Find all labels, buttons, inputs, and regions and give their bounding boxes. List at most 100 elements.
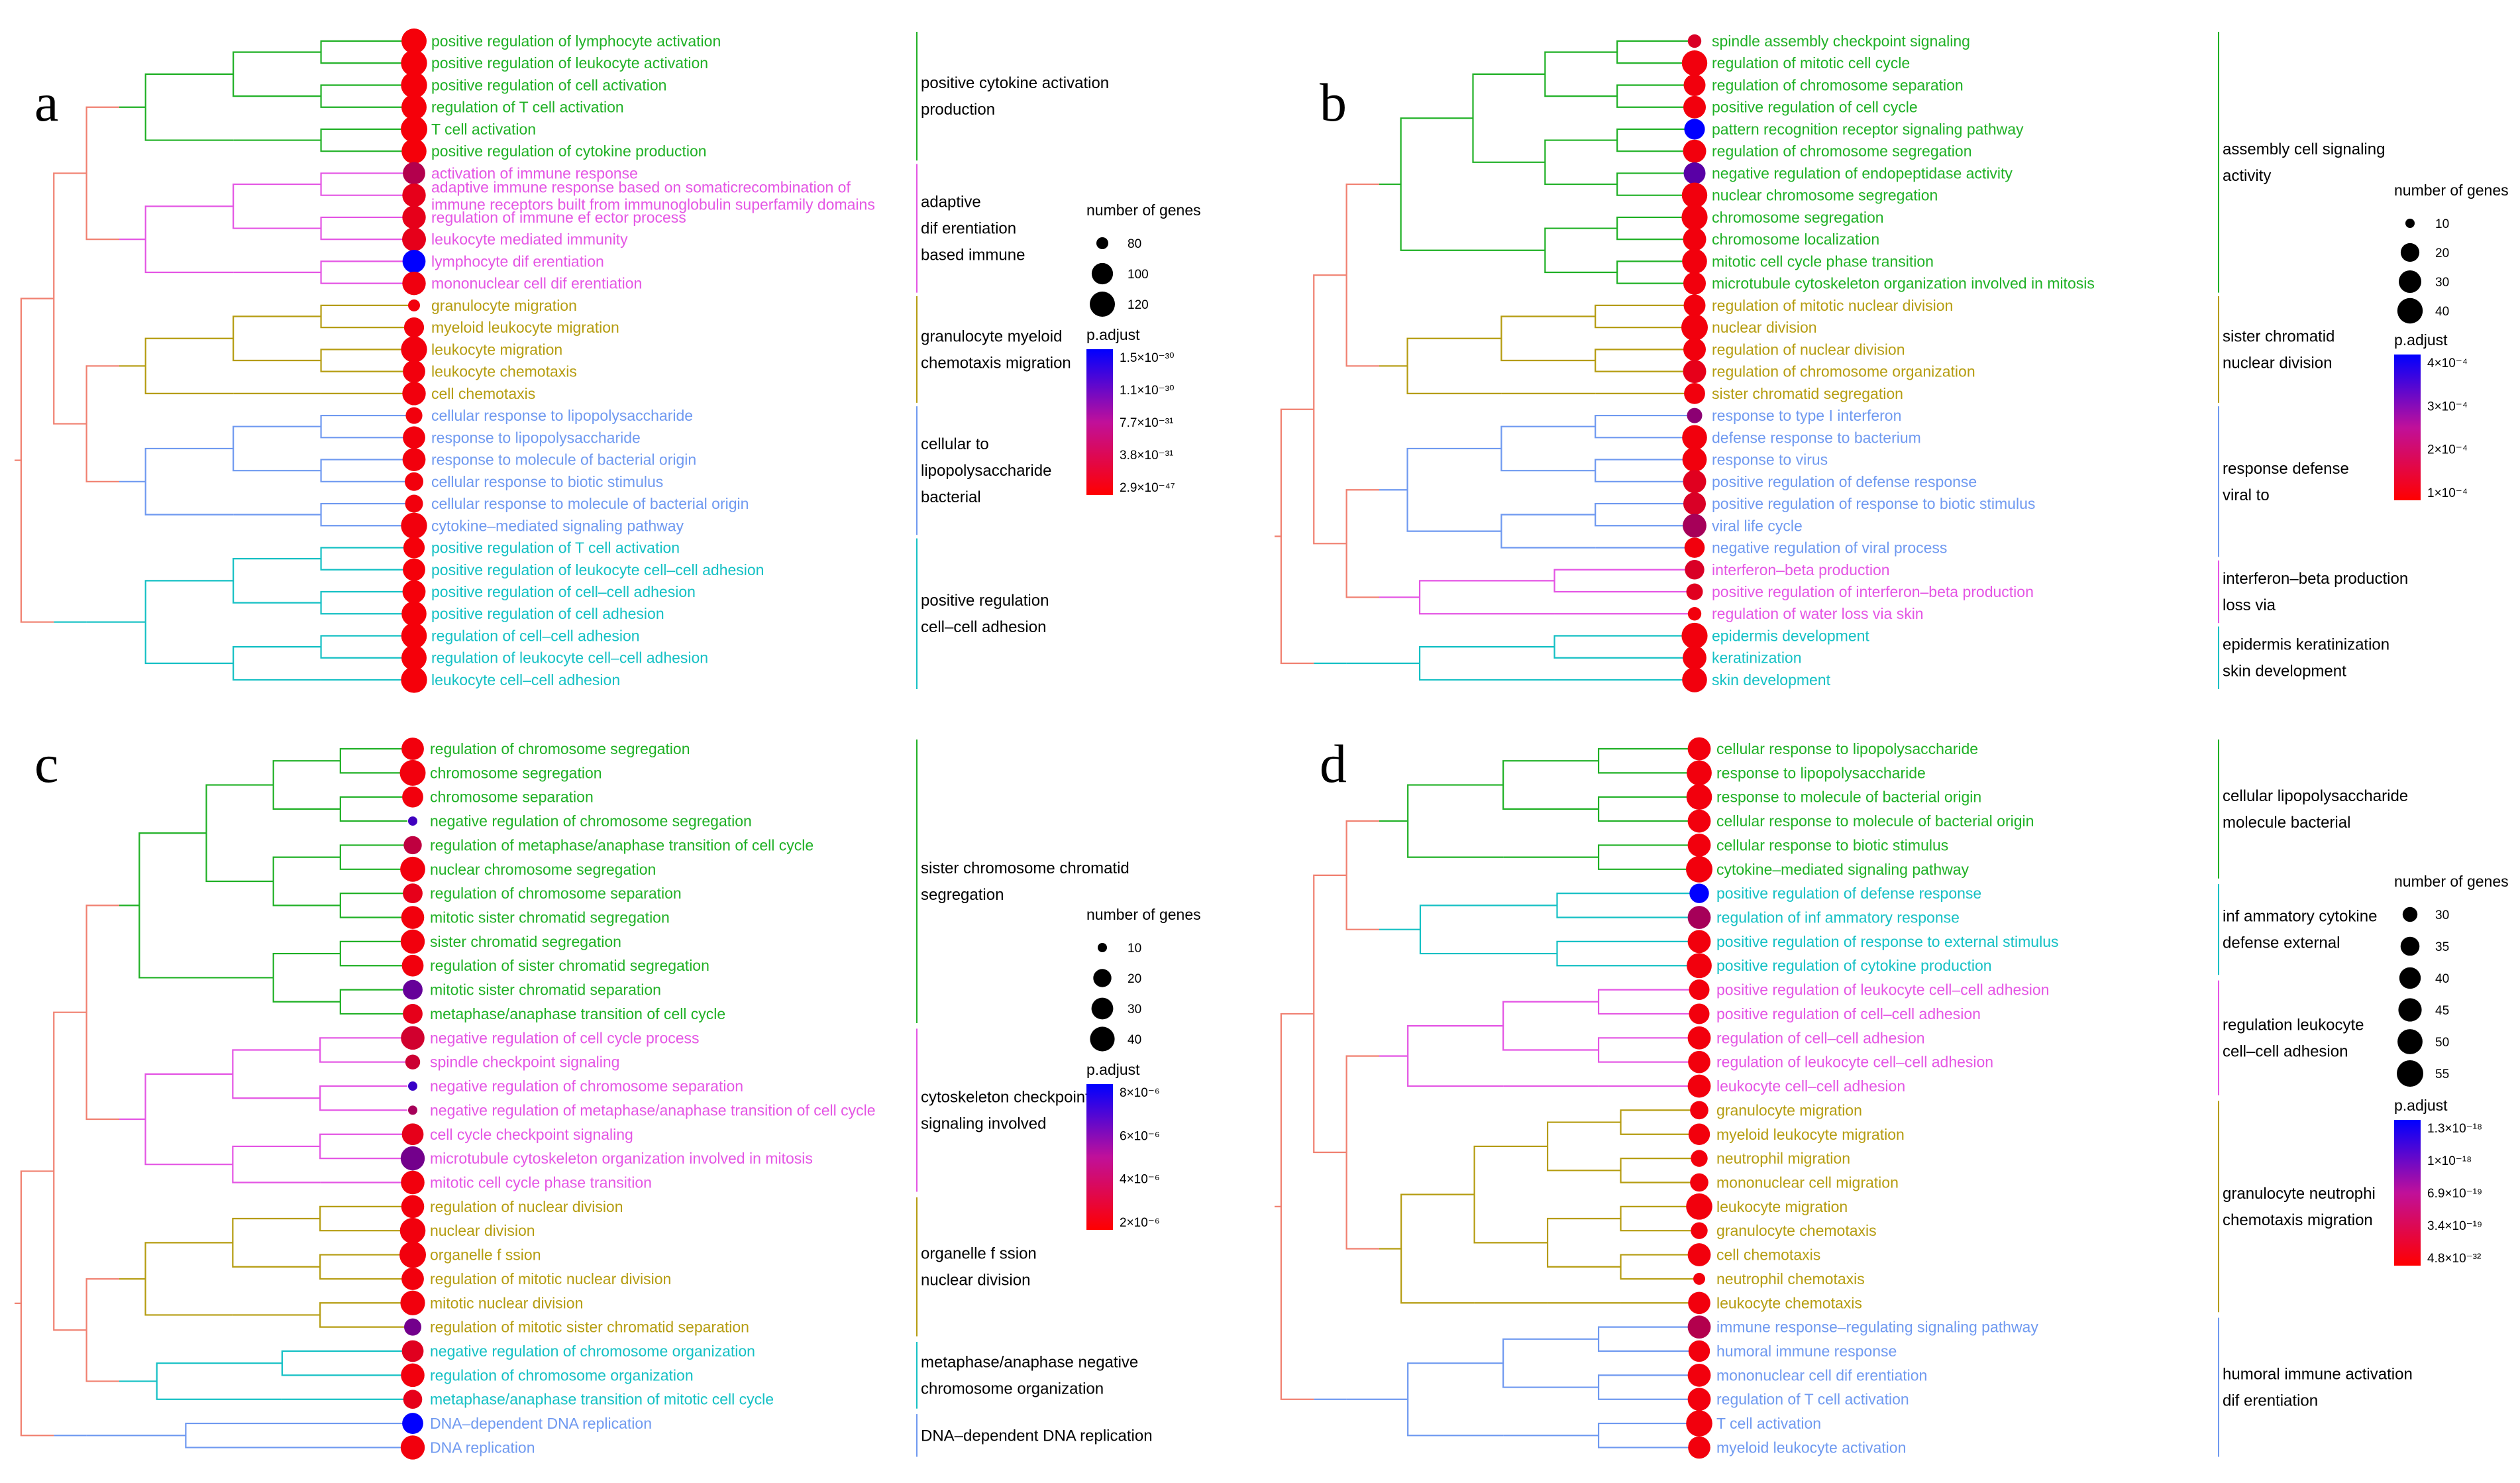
term-label: positive regulation of interferon–beta p… (1712, 583, 2034, 600)
cluster-label: chemotaxis migration (2223, 1211, 2373, 1229)
term-dot (1686, 855, 1712, 883)
cluster-label: sister chromosome chromatid (921, 859, 1129, 877)
size-legend-value: 100 (1128, 268, 1149, 282)
term-dot (1683, 645, 1706, 670)
dendrogram-branch (339, 796, 407, 822)
term-label: nuclear division (1712, 319, 1817, 336)
term-label: negative regulation of chromosome separa… (430, 1077, 743, 1095)
size-legend-title: number of genes (2394, 873, 2509, 890)
dendrogram-branch (1407, 784, 1504, 858)
term-dot (1687, 906, 1711, 929)
dendrogram-branch (1597, 844, 1694, 870)
term-label: nuclear chromosome segregation (1712, 187, 1938, 204)
dendrogram-branch (1597, 1037, 1694, 1063)
term-label: leukocyte chemotaxis (1716, 1294, 1862, 1311)
dendrogram-branch (339, 893, 407, 918)
dendrogram-branch (53, 1011, 87, 1331)
term-dot (401, 906, 425, 929)
dendrogram-branch (1595, 414, 1689, 439)
dendrogram-branch (320, 216, 409, 241)
dendrogram-branch (1616, 172, 1689, 196)
dendrogram-branch (233, 51, 321, 97)
term-dot (1691, 1222, 1708, 1239)
term-label: sister chromatid segregation (430, 933, 621, 950)
dendrogram-branch (320, 260, 409, 284)
size-legend-dot (2400, 243, 2420, 262)
term-label: leukocyte cell–cell adhesion (431, 671, 620, 688)
cluster-label: adaptive (921, 193, 981, 211)
term-dot (402, 183, 426, 207)
term-dot (403, 360, 425, 383)
color-legend-value: 4.8×10⁻³² (2427, 1252, 2481, 1266)
term-label: regulation of immune ef ector process (431, 209, 686, 226)
cluster-label: loss via (2223, 596, 2276, 614)
size-legend-dot (2402, 906, 2418, 922)
dendrogram-branch (1595, 349, 1689, 372)
term-label: lymphocyte dif erentiation (431, 252, 604, 270)
term-dot (402, 786, 423, 808)
cluster-label: epidermis keratinization (2223, 636, 2389, 654)
term-label: mitotic sister chromatid separation (430, 981, 661, 999)
dendrogram-branch (144, 447, 234, 516)
term-dot (1682, 667, 1707, 692)
cluster-label: defense external (2223, 934, 2340, 952)
cluster-label: humoral immune activation (2223, 1366, 2413, 1384)
dendrogram-branch (1620, 1254, 1694, 1280)
term-label: metaphase/anaphase transition of mitotic… (430, 1391, 774, 1408)
term-label: regulation of cell–cell adhesion (1716, 1029, 1925, 1046)
term-label: mitotic nuclear division (430, 1294, 583, 1311)
term-label: mononuclear cell dif erentiation (431, 275, 642, 292)
size-legend-dot (1091, 997, 1114, 1020)
term-dot (1683, 162, 1706, 184)
size-legend-value: 80 (1128, 237, 1141, 251)
term-dot (1687, 607, 1702, 621)
term-dot (399, 1217, 426, 1244)
term-label: positive regulation of leukocyte cell–ce… (431, 561, 764, 578)
dendrogram-branch (320, 502, 409, 527)
term-label: myeloid leukocyte migration (1716, 1126, 1905, 1143)
term-label: positive regulation of cell–cell adhesio… (431, 583, 696, 600)
dendrogram-branch (185, 1422, 407, 1449)
term-label: leukocyte chemotaxis (431, 363, 577, 380)
dendrogram-branch (144, 205, 234, 274)
size-legend-value: 40 (2435, 972, 2449, 986)
term-label: regulation of chromosome separation (1712, 76, 1964, 93)
cluster-label: metaphase/anaphase negative (921, 1353, 1138, 1371)
dendrogram-branch (144, 580, 234, 665)
term-dot (1684, 382, 1705, 404)
term-label: positive regulation of cell cycle (1712, 99, 1918, 116)
dendrogram-branch (339, 989, 407, 1015)
term-dot (1683, 95, 1706, 119)
dendrogram-branch (144, 73, 234, 141)
term-dot (408, 1105, 417, 1115)
dendrogram-branch (1597, 989, 1694, 1015)
term-dot (405, 1054, 421, 1070)
term-label: regulation of leukocyte cell–cell adhesi… (431, 649, 708, 667)
term-label: cellular response to molecule of bacteri… (431, 495, 749, 512)
dendrogram-branch (1400, 117, 1473, 251)
cluster-label: interferon–beta production (2223, 570, 2408, 588)
term-dot (1686, 1410, 1712, 1437)
color-legend-value: 8×10⁻⁶ (1120, 1086, 1160, 1100)
size-legend-dot (2397, 298, 2423, 324)
term-label: positive regulation of cytokine producti… (1716, 957, 1992, 974)
dendrogram-branch (1345, 1055, 1379, 1250)
term-dot (1681, 50, 1708, 76)
dendrogram-branch (85, 1278, 119, 1382)
dendrogram-branch (1345, 489, 1379, 598)
color-legend-value: 4×10⁻⁴ (2427, 357, 2468, 370)
dendrogram-branch (1597, 1326, 1694, 1352)
term-label: nuclear division (430, 1222, 535, 1239)
cluster-label: cellular lipopolysaccharide (2223, 787, 2408, 805)
dendrogram-branch (1620, 1205, 1694, 1232)
term-label: nuclear chromosome segregation (430, 861, 656, 878)
dendrogram-branch (320, 349, 409, 372)
term-label: regulation of leukocyte cell–cell adhesi… (1716, 1054, 1993, 1071)
dendrogram-branch (233, 183, 321, 229)
dendrogram-branch (1544, 51, 1618, 97)
cluster-label: nuclear division (2223, 354, 2332, 372)
dendrogram-branch (1616, 260, 1689, 284)
color-legend-value: 6×10⁻⁶ (1120, 1129, 1160, 1143)
term-label: regulation of mitotic nuclear division (1712, 297, 1953, 314)
term-dot (1687, 834, 1711, 857)
